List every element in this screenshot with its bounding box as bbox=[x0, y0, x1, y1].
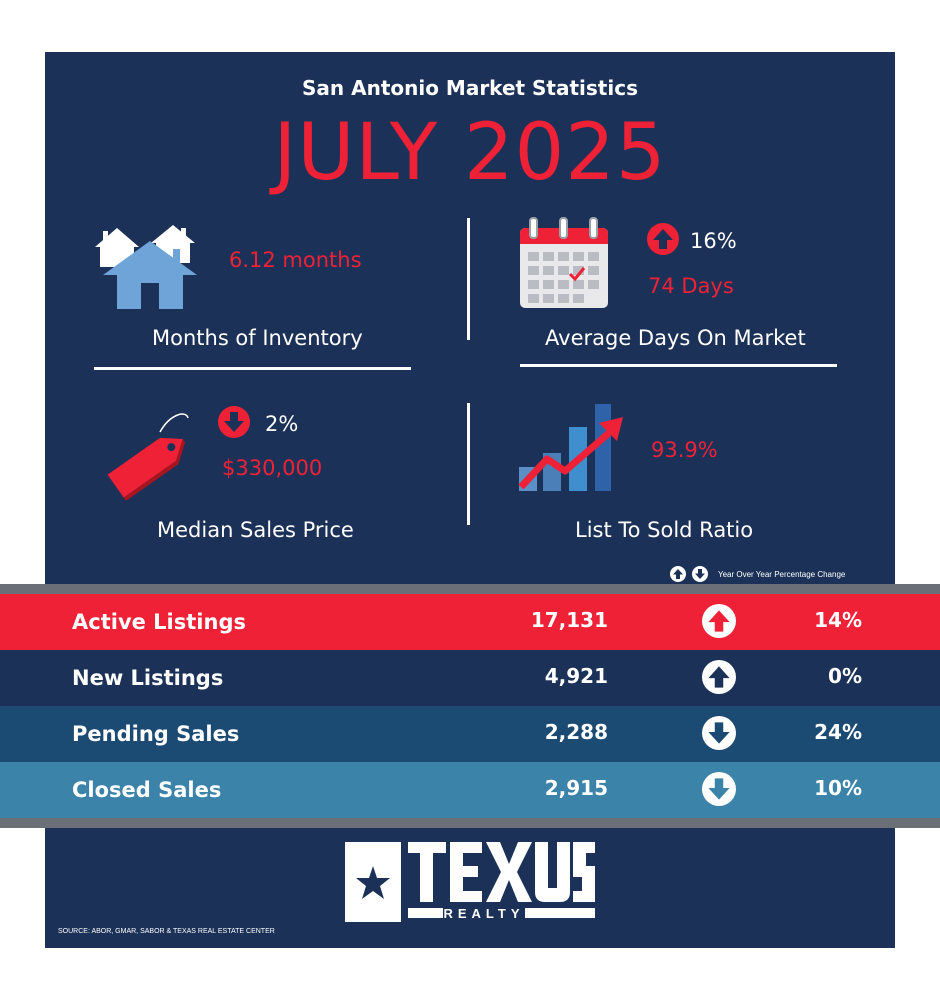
divider-horizontal-right bbox=[520, 364, 837, 367]
row-label: Active Listings bbox=[72, 610, 246, 634]
arrow-down-circle-icon bbox=[702, 772, 736, 806]
table-row: Active Listings 17,131 14% bbox=[0, 594, 940, 650]
divider-vertical-bottom bbox=[467, 403, 470, 525]
divider-horizontal-left bbox=[94, 367, 411, 370]
inventory-value: 6.12 months bbox=[229, 248, 362, 272]
row-change: 14% bbox=[814, 608, 862, 632]
inventory-label: Months of Inventory bbox=[152, 326, 363, 350]
row-value: 2,288 bbox=[544, 720, 608, 744]
arrow-up-circle-icon bbox=[702, 604, 736, 638]
price-tag-icon bbox=[107, 413, 189, 501]
page-subtitle: San Antonio Market Statistics bbox=[302, 76, 638, 100]
row-label: New Listings bbox=[72, 666, 224, 690]
row-change: 24% bbox=[814, 720, 862, 744]
row-change: 10% bbox=[814, 776, 862, 800]
arrow-down-circle-icon bbox=[692, 566, 708, 582]
table-row: Closed Sales 2,915 10% bbox=[0, 762, 940, 818]
row-change: 0% bbox=[828, 664, 862, 688]
row-value: 4,921 bbox=[544, 664, 608, 688]
list-to-sold-label: List To Sold Ratio bbox=[575, 518, 754, 542]
growth-chart-icon bbox=[518, 404, 623, 491]
svg-text:REALTY: REALTY bbox=[443, 906, 524, 921]
list-to-sold-value: 93.9% bbox=[651, 438, 718, 462]
arrow-up-circle-icon bbox=[647, 223, 679, 255]
calendar-icon bbox=[520, 217, 608, 308]
arrow-down-circle-icon bbox=[702, 716, 736, 750]
row-value: 2,915 bbox=[544, 776, 608, 800]
arrow-up-circle-icon bbox=[670, 566, 686, 582]
houses-icon bbox=[95, 225, 197, 309]
texus-realty-logo: REALTY bbox=[345, 842, 595, 922]
source-note: SOURCE: ABOR, GMAR, SABOR & TEXAS REAL E… bbox=[58, 928, 275, 935]
days-on-market-label: Average Days On Market bbox=[545, 326, 806, 350]
legend-text: Year Over Year Percentage Change bbox=[718, 570, 846, 579]
days-on-market-change: 16% bbox=[690, 229, 737, 253]
arrow-down-circle-icon bbox=[218, 406, 250, 438]
table-row: Pending Sales 2,288 24% bbox=[0, 706, 940, 762]
divider-vertical-top bbox=[467, 218, 470, 340]
row-value: 17,131 bbox=[530, 608, 608, 632]
median-price-value: $330,000 bbox=[222, 456, 323, 480]
days-on-market-value: 74 Days bbox=[648, 274, 734, 298]
arrow-up-circle-icon bbox=[702, 660, 736, 694]
row-label: Closed Sales bbox=[72, 778, 222, 802]
page-title: JULY 2025 bbox=[273, 108, 667, 198]
median-price-change: 2% bbox=[265, 412, 299, 436]
row-label: Pending Sales bbox=[72, 722, 240, 746]
median-price-label: Median Sales Price bbox=[157, 518, 354, 542]
table-row: New Listings 4,921 0% bbox=[0, 650, 940, 706]
